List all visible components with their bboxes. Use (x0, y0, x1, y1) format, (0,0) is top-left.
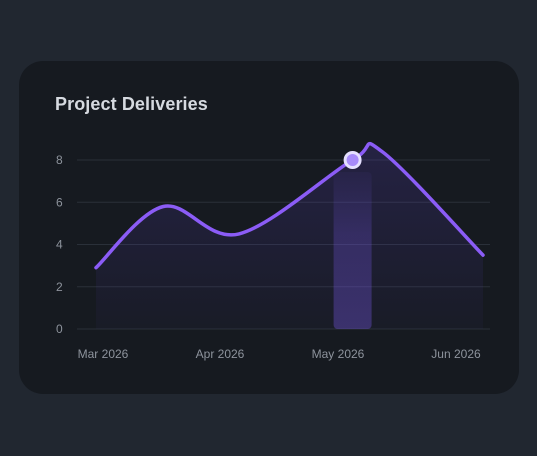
series-line (94, 141, 485, 270)
y-tick-label: 6 (56, 195, 63, 209)
x-tick-label: Jun 2026 (431, 347, 481, 361)
x-tick-label: May 2026 (312, 347, 365, 361)
area-fill (96, 143, 483, 329)
y-tick-label: 0 (56, 322, 63, 336)
highlight-point[interactable] (346, 154, 359, 166)
y-tick-label: 4 (56, 238, 63, 252)
y-tick-label: 8 (56, 153, 63, 167)
x-axis-labels: Mar 2026 Apr 2026 May 2026 Jun 2026 (78, 347, 481, 361)
x-tick-label: Mar 2026 (78, 347, 129, 361)
y-axis-labels: 0 2 4 6 8 (56, 153, 63, 336)
x-tick-label: Apr 2026 (196, 347, 245, 361)
y-tick-label: 2 (56, 280, 63, 294)
chart-title: Project Deliveries (55, 94, 208, 114)
